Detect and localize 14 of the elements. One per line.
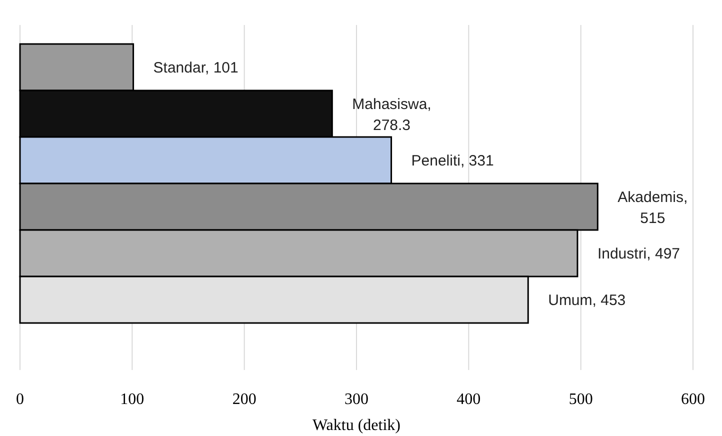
- data-label: Standar, 101: [153, 59, 238, 76]
- data-label: Mahasiswa, 278.3: [352, 96, 432, 134]
- data-label: Peneliti, 331: [411, 152, 494, 170]
- data-label: Umum, 453: [548, 292, 626, 309]
- x-tick-label: 400: [456, 391, 481, 408]
- x-tick-label: 200: [232, 391, 256, 408]
- x-tick-label: 300: [344, 391, 368, 408]
- x-axis-title: Waktu (detik): [312, 417, 401, 434]
- x-tick-label: 600: [681, 391, 705, 408]
- data-label: Akademis, 515: [618, 188, 688, 227]
- x-tick-label: 100: [120, 391, 144, 408]
- x-tick-label: 500: [568, 391, 593, 408]
- data-label: Industri, 497: [597, 245, 680, 262]
- x-tick-label: 0: [16, 391, 24, 408]
